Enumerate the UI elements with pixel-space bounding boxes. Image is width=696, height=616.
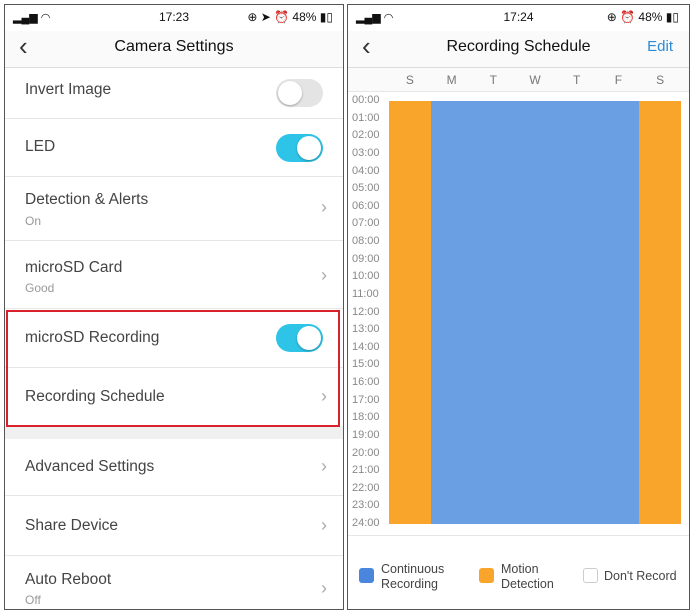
back-icon[interactable]: ‹ bbox=[19, 31, 28, 61]
row-value: Good bbox=[25, 281, 55, 295]
motion-swatch bbox=[479, 568, 494, 583]
time-label: 05:00 bbox=[352, 182, 380, 195]
dont-record-swatch bbox=[583, 568, 598, 583]
status-bar: ▂▄▆ ◠ 17:24 ⊕ ⏰ 48% ▮▯ bbox=[348, 5, 689, 31]
nav-bar: ‹ Camera Settings bbox=[5, 31, 343, 68]
schedule-day-5-continuous[interactable] bbox=[597, 101, 640, 524]
time-label: 14:00 bbox=[352, 340, 380, 353]
back-icon[interactable]: ‹ bbox=[362, 31, 371, 61]
row-label: Detection & Alerts bbox=[25, 191, 149, 208]
section-divider bbox=[5, 426, 343, 439]
schedule-day-3-continuous[interactable] bbox=[514, 101, 557, 524]
time-label: 07:00 bbox=[352, 217, 380, 230]
legend-dont-record: Don't Record bbox=[604, 569, 677, 583]
page-title: Camera Settings bbox=[114, 38, 234, 55]
time-label: 03:00 bbox=[352, 146, 380, 159]
row-value: Off bbox=[25, 593, 41, 607]
time-label: 17:00 bbox=[352, 393, 380, 406]
chevron-right-icon: › bbox=[321, 515, 327, 535]
time-label: 10:00 bbox=[352, 270, 380, 283]
row-microsd-card[interactable]: microSD Card Good › bbox=[5, 241, 343, 309]
time-label: 00:00 bbox=[352, 94, 380, 106]
legend: Continuous Recording Motion Detection Do… bbox=[348, 535, 689, 609]
battery-status: ⊕ ➤ ⏰ 48% ▮▯ bbox=[247, 10, 333, 24]
time-label: 04:00 bbox=[352, 164, 380, 177]
day-label: F bbox=[614, 73, 623, 87]
day-label: T bbox=[573, 73, 581, 87]
time-label: 15:00 bbox=[352, 358, 380, 371]
row-advanced-settings[interactable]: Advanced Settings › bbox=[5, 439, 343, 496]
row-label: Recording Schedule bbox=[25, 388, 165, 405]
camera-settings-screen: ▂▄▆ ◠ 17:23 ⊕ ➤ ⏰ 48% ▮▯ ‹ Camera Settin… bbox=[4, 4, 344, 610]
chevron-right-icon: › bbox=[321, 197, 327, 217]
row-recording-schedule[interactable]: Recording Schedule › bbox=[5, 368, 343, 426]
row-label: microSD Card bbox=[25, 259, 123, 276]
battery-percent: 48% bbox=[292, 10, 317, 24]
row-label: microSD Recording bbox=[25, 329, 160, 346]
row-label: LED bbox=[25, 138, 56, 155]
time-label: 13:00 bbox=[352, 323, 380, 336]
time-label: 22:00 bbox=[352, 481, 380, 494]
legend-continuous: Continuous Recording bbox=[381, 562, 445, 591]
chevron-right-icon: › bbox=[321, 578, 327, 598]
legend-motion: Motion Detection bbox=[501, 562, 554, 591]
chevron-right-icon: › bbox=[321, 456, 327, 476]
led-toggle[interactable] bbox=[276, 134, 323, 162]
time-label: 08:00 bbox=[352, 235, 380, 248]
day-label: S bbox=[656, 73, 665, 87]
highlight-box bbox=[6, 310, 340, 427]
battery-percent: 48% bbox=[638, 10, 663, 24]
row-label: Invert Image bbox=[25, 81, 112, 98]
continuous-swatch bbox=[359, 568, 374, 583]
day-label: T bbox=[489, 73, 497, 87]
time-label: 11:00 bbox=[352, 287, 379, 300]
day-label: W bbox=[529, 73, 541, 87]
clock: 17:23 bbox=[158, 10, 190, 24]
schedule-day-1-continuous[interactable] bbox=[430, 101, 473, 524]
recording-schedule-screen: ▂▄▆ ◠ 17:24 ⊕ ⏰ 48% ▮▯ ‹ Recording Sched… bbox=[347, 4, 690, 610]
chevron-right-icon: › bbox=[321, 386, 327, 406]
status-bar: ▂▄▆ ◠ 17:23 ⊕ ➤ ⏰ 48% ▮▯ bbox=[5, 5, 343, 31]
clock: 17:24 bbox=[503, 10, 534, 24]
row-microsd-recording: microSD Recording bbox=[5, 309, 343, 368]
row-led: LED bbox=[5, 119, 343, 177]
row-label: Share Device bbox=[25, 517, 119, 534]
row-detection-alerts[interactable]: Detection & Alerts On › bbox=[5, 177, 343, 241]
time-label: 18:00 bbox=[352, 411, 380, 424]
time-label: 23:00 bbox=[352, 499, 380, 512]
time-label: 19:00 bbox=[352, 428, 380, 441]
microsd-recording-toggle[interactable] bbox=[276, 324, 323, 352]
schedule-day-4-continuous[interactable] bbox=[555, 101, 599, 524]
row-label: Auto Reboot bbox=[25, 571, 112, 588]
signal-wifi-icon: ▂▄▆ ◠ bbox=[13, 12, 51, 24]
time-label: 02:00 bbox=[352, 129, 380, 142]
time-label: 01:00 bbox=[352, 111, 380, 124]
battery-status: ⊕ ⏰ 48% ▮▯ bbox=[606, 10, 679, 24]
signal-wifi-icon: ▂▄▆ ◠ bbox=[356, 12, 394, 24]
row-share-device[interactable]: Share Device › bbox=[5, 496, 343, 556]
page-title: Recording Schedule bbox=[446, 38, 591, 55]
time-label: 06:00 bbox=[352, 199, 380, 212]
schedule-day-6-motion[interactable] bbox=[639, 101, 682, 524]
time-label: 20:00 bbox=[352, 446, 380, 459]
time-label: 16:00 bbox=[352, 376, 380, 389]
time-label: 24:00 bbox=[352, 517, 380, 530]
row-invert-image: Invert Image bbox=[5, 68, 343, 119]
row-auto-reboot[interactable]: Auto Reboot Off › bbox=[5, 556, 343, 609]
time-label: 09:00 bbox=[352, 252, 380, 265]
nav-bar: ‹ Recording Schedule Edit bbox=[348, 31, 689, 68]
time-label: 21:00 bbox=[352, 464, 380, 477]
schedule-day-0-motion[interactable] bbox=[389, 101, 432, 524]
edit-button[interactable]: Edit bbox=[647, 38, 673, 55]
row-value: On bbox=[25, 214, 42, 228]
day-label: S bbox=[405, 73, 414, 87]
day-label: M bbox=[446, 73, 457, 87]
chevron-right-icon: › bbox=[321, 265, 327, 285]
row-label: Advanced Settings bbox=[25, 458, 155, 475]
invert-image-toggle[interactable] bbox=[276, 79, 323, 107]
time-label: 12:00 bbox=[352, 305, 380, 318]
schedule-day-2-continuous[interactable] bbox=[472, 101, 515, 524]
